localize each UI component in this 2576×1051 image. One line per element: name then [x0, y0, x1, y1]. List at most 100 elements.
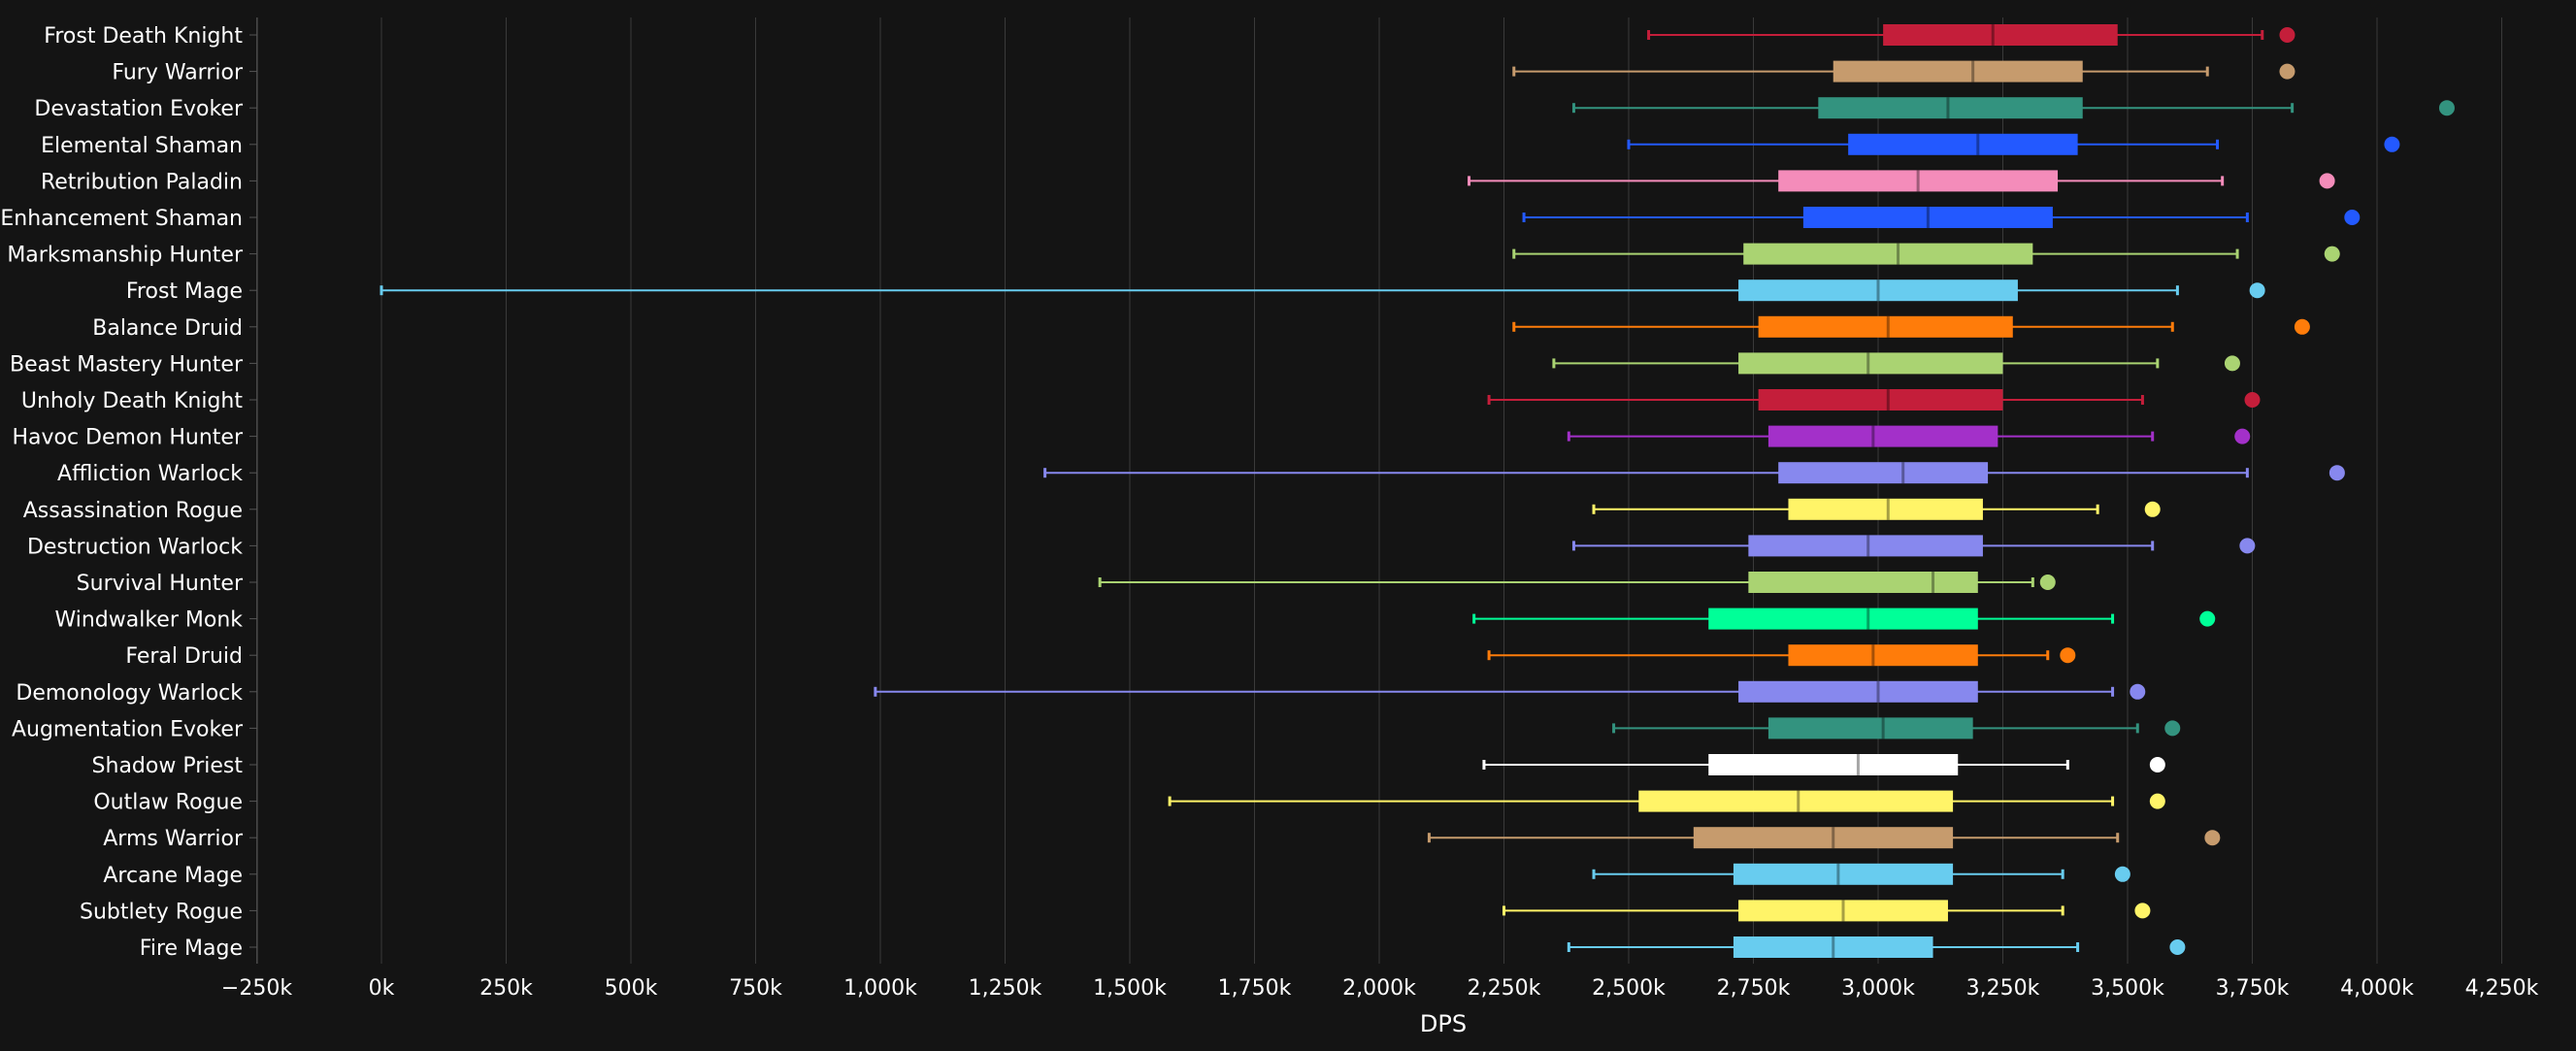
box-row — [1592, 863, 2130, 885]
box-iqr — [1767, 425, 1998, 447]
box-row — [1487, 389, 2261, 411]
grid-lines — [256, 17, 2502, 964]
category-label: Beast Mastery Hunter — [10, 352, 244, 377]
box-iqr — [1708, 754, 1959, 775]
x-tick-label: 3,750k — [2216, 976, 2290, 1001]
box-iqr — [1738, 352, 2003, 375]
outlier-point — [2114, 866, 2130, 882]
box-iqr — [1738, 900, 1948, 922]
box-row — [380, 279, 2265, 302]
outlier-point — [2039, 575, 2056, 590]
category-label: Frost Death Knight — [44, 24, 243, 49]
x-tick-label: 1,250k — [969, 976, 1042, 1001]
category-label: Havoc Demon Hunter — [12, 426, 243, 450]
box-iqr — [1758, 315, 2013, 338]
box-row — [1512, 315, 2310, 338]
x-tick-label: 2,250k — [1468, 976, 1541, 1001]
box-row — [1503, 900, 2151, 922]
category-label: Fury Warrior — [112, 61, 244, 85]
box-row — [1612, 717, 2181, 739]
box-row — [1592, 498, 2161, 520]
category-label: Assassination Rogue — [23, 499, 243, 523]
category-label: Devastation Evoker — [34, 97, 244, 121]
category-label: Outlaw Rogue — [93, 791, 243, 815]
box-iqr — [1733, 863, 1954, 885]
category-label: Arms Warrior — [103, 827, 244, 851]
box-iqr — [1788, 644, 1978, 667]
box-iqr — [1818, 97, 2083, 119]
outlier-point — [2060, 647, 2076, 664]
category-label: Feral Druid — [125, 644, 243, 669]
outlier-point — [2344, 210, 2361, 225]
box-row — [1567, 425, 2251, 447]
box-iqr — [1758, 389, 2003, 411]
outlier-point — [2130, 683, 2146, 700]
box-row — [1487, 644, 2076, 667]
category-label: Balance Druid — [92, 316, 243, 341]
x-tick-label: 250k — [479, 976, 533, 1001]
x-tick-label: 4,000k — [2340, 976, 2414, 1001]
outlier-point — [2199, 610, 2216, 627]
box-iqr — [1748, 535, 1983, 557]
box-iqr — [1788, 498, 1983, 520]
x-tick-label: 3,000k — [1841, 976, 1915, 1001]
outlier-point — [2244, 392, 2261, 408]
category-label: Survival Hunter — [77, 572, 244, 596]
category-labels: Frost Death Knight Fury Warrior Devastatio… — [0, 24, 257, 961]
x-tick-labels: −250k 0k 250k 500k 750k 1,000k 1,250k 1,500k 1,7… — [221, 976, 2539, 1001]
outlier-point — [2249, 282, 2265, 299]
x-tick-label: −250k — [221, 976, 292, 1001]
x-tick-label: 2,500k — [1592, 976, 1666, 1001]
outlier-point — [2324, 246, 2340, 262]
x-tick-label: 1,000k — [843, 976, 917, 1001]
box-row — [1098, 572, 2056, 593]
box-row — [1571, 535, 2256, 557]
outlier-point — [2149, 757, 2165, 772]
box-iqr — [1733, 936, 1933, 958]
box-iqr — [1693, 827, 1954, 849]
box-series — [380, 24, 2455, 958]
outlier-point — [2279, 63, 2295, 80]
box-iqr — [1638, 790, 1954, 812]
x-tick-label: 4,250k — [2465, 976, 2539, 1001]
x-tick-label: 2,000k — [1342, 976, 1416, 1001]
x-tick-label: 3,250k — [1966, 976, 2040, 1001]
outlier-point — [2224, 355, 2240, 372]
category-label: Fire Mage — [140, 936, 243, 961]
box-row — [1552, 352, 2240, 375]
box-row — [1043, 462, 2345, 484]
outlier-point — [2328, 465, 2345, 481]
category-label: Demonology Warlock — [16, 681, 243, 706]
outlier-point — [2134, 903, 2151, 919]
category-label: Elemental Shaman — [41, 134, 243, 158]
x-tick-label: 500k — [605, 976, 658, 1001]
x-tick-label: 1,750k — [1218, 976, 1292, 1001]
box-iqr — [1738, 680, 1978, 703]
box-row — [1627, 133, 2400, 155]
box-iqr — [1738, 279, 2018, 302]
category-label: Destruction Warlock — [27, 535, 243, 559]
box-iqr — [1883, 24, 2118, 46]
outlier-point — [2144, 501, 2161, 517]
box-row — [1512, 60, 2295, 82]
x-tick-label: 1,500k — [1093, 976, 1167, 1001]
category-label: Augmentation Evoker — [12, 717, 244, 741]
outlier-point — [2319, 173, 2335, 189]
box-iqr — [1833, 60, 2083, 82]
x-tick-label: 750k — [729, 976, 782, 1001]
category-label: Subtlety Rogue — [80, 900, 243, 924]
outlier-point — [2234, 428, 2251, 444]
outlier-point — [2149, 793, 2165, 809]
x-tick-label: 0k — [369, 976, 395, 1001]
box-iqr — [1778, 170, 2059, 192]
category-label: Frost Mage — [126, 279, 243, 304]
x-tick-label: 3,500k — [2091, 976, 2164, 1001]
box-row — [1567, 936, 2186, 958]
box-row — [1472, 608, 2216, 630]
outlier-point — [2279, 27, 2295, 43]
box-row — [1512, 243, 2340, 265]
box-iqr — [1708, 608, 1978, 630]
box-row — [1427, 827, 2221, 849]
box-row — [1647, 24, 2295, 46]
